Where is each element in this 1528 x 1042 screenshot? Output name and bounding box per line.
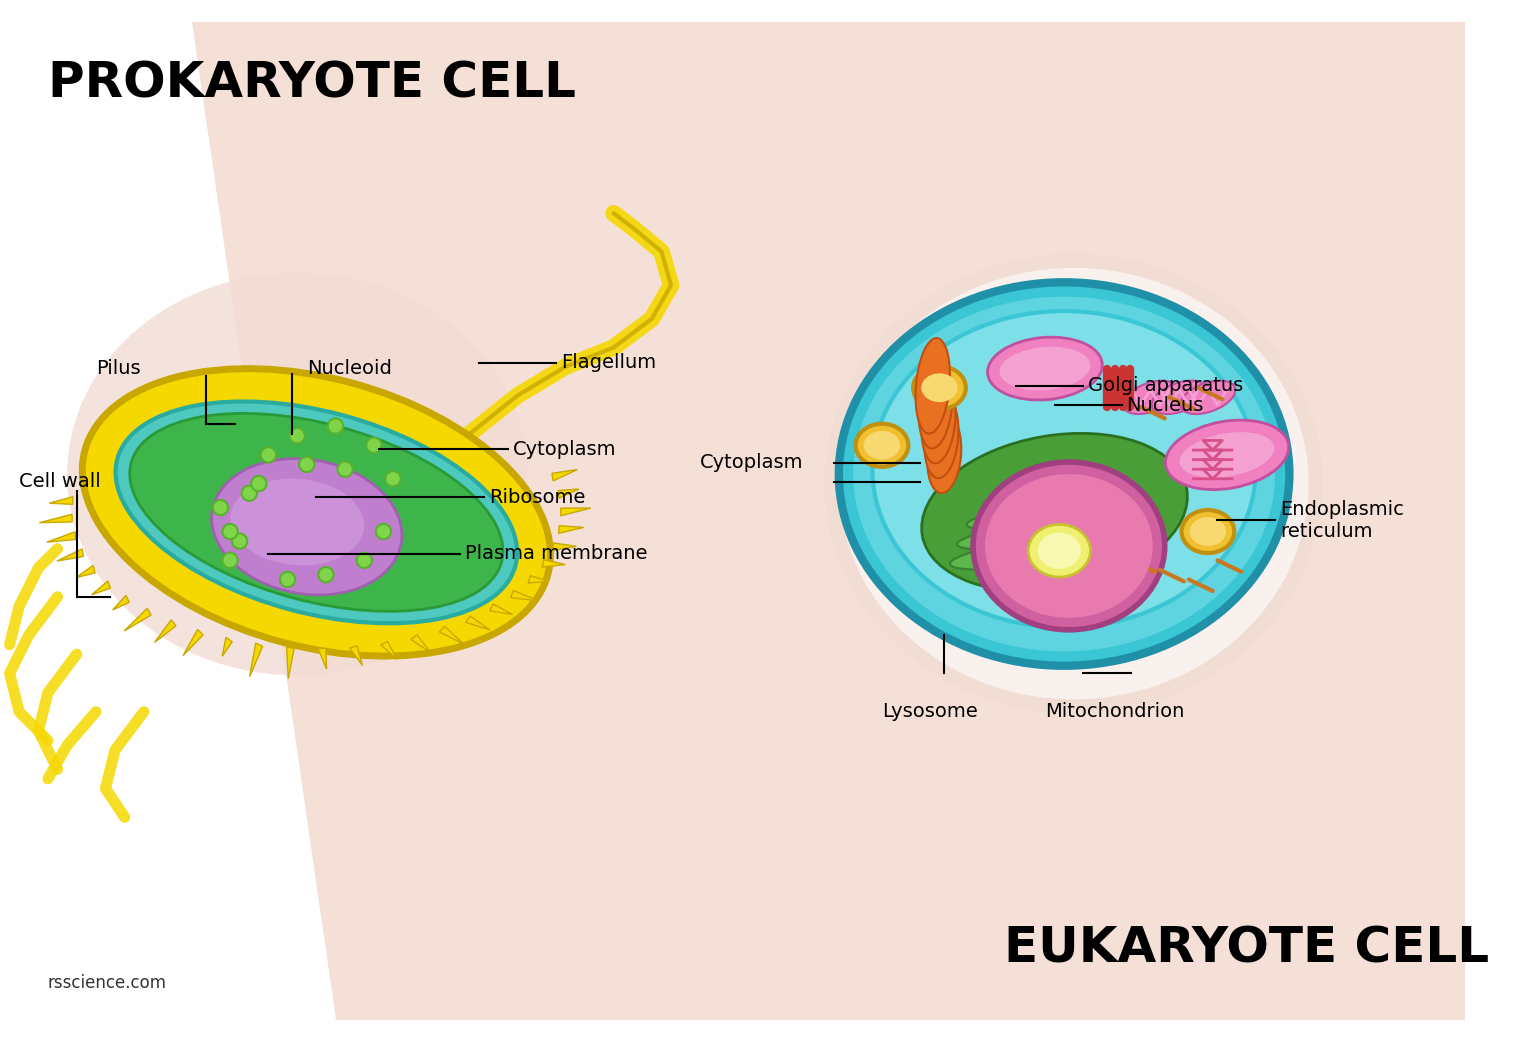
Text: Nucleus: Nucleus <box>1126 396 1204 415</box>
Ellipse shape <box>1181 380 1235 414</box>
Ellipse shape <box>967 496 1143 529</box>
Polygon shape <box>47 531 76 542</box>
Ellipse shape <box>918 357 953 448</box>
Polygon shape <box>318 648 327 669</box>
Polygon shape <box>552 543 576 550</box>
Polygon shape <box>222 638 232 656</box>
Ellipse shape <box>973 462 1164 629</box>
Polygon shape <box>57 549 84 561</box>
Ellipse shape <box>950 531 1140 570</box>
Ellipse shape <box>1166 420 1288 490</box>
Ellipse shape <box>921 377 955 464</box>
Ellipse shape <box>927 417 961 493</box>
Text: rsscience.com: rsscience.com <box>47 973 167 992</box>
Ellipse shape <box>986 474 1152 618</box>
Text: Mitochondrion: Mitochondrion <box>1045 702 1184 721</box>
Polygon shape <box>510 591 538 601</box>
Ellipse shape <box>999 347 1091 391</box>
Polygon shape <box>287 647 293 678</box>
Polygon shape <box>466 616 490 630</box>
Polygon shape <box>542 560 565 567</box>
Text: Ribosome: Ribosome <box>489 488 585 506</box>
Ellipse shape <box>83 369 550 656</box>
Text: Golgi apparatus: Golgi apparatus <box>1088 376 1244 395</box>
Circle shape <box>289 428 306 443</box>
Circle shape <box>367 438 382 453</box>
Ellipse shape <box>924 397 958 478</box>
Ellipse shape <box>839 282 1290 666</box>
Ellipse shape <box>1038 532 1080 569</box>
Text: Nucleoid: Nucleoid <box>307 359 391 378</box>
Polygon shape <box>558 489 579 498</box>
Ellipse shape <box>1152 380 1207 414</box>
Text: Lysosome: Lysosome <box>882 702 978 721</box>
Circle shape <box>280 572 295 587</box>
Polygon shape <box>124 609 151 631</box>
Ellipse shape <box>987 338 1102 400</box>
Text: PROKARYOTE CELL: PROKARYOTE CELL <box>47 59 576 108</box>
Polygon shape <box>40 515 72 523</box>
Ellipse shape <box>853 297 1274 651</box>
Ellipse shape <box>212 458 402 595</box>
Circle shape <box>356 552 371 568</box>
Ellipse shape <box>839 268 1308 699</box>
Ellipse shape <box>1181 510 1235 553</box>
Polygon shape <box>350 646 362 666</box>
Circle shape <box>232 534 248 549</box>
Polygon shape <box>411 635 431 652</box>
Polygon shape <box>49 497 73 504</box>
Ellipse shape <box>116 401 516 623</box>
Ellipse shape <box>856 424 908 467</box>
Ellipse shape <box>914 366 966 410</box>
Text: Cytoplasm: Cytoplasm <box>513 440 616 458</box>
Text: Plasma membrane: Plasma membrane <box>465 544 648 563</box>
Polygon shape <box>559 525 584 534</box>
Polygon shape <box>76 566 95 577</box>
Ellipse shape <box>921 433 1187 592</box>
Circle shape <box>385 471 400 487</box>
Circle shape <box>318 567 333 582</box>
Circle shape <box>212 500 228 515</box>
Ellipse shape <box>1123 380 1178 414</box>
Polygon shape <box>92 581 110 595</box>
Polygon shape <box>154 620 176 643</box>
Text: EUKARYOTE CELL: EUKARYOTE CELL <box>1004 924 1488 972</box>
Ellipse shape <box>957 514 1143 549</box>
Ellipse shape <box>1180 432 1274 477</box>
Circle shape <box>329 419 344 433</box>
Polygon shape <box>561 508 591 516</box>
Ellipse shape <box>915 338 950 433</box>
Circle shape <box>223 524 238 539</box>
Polygon shape <box>440 626 463 644</box>
Circle shape <box>251 476 266 491</box>
Ellipse shape <box>1190 517 1225 546</box>
Text: Flagellum: Flagellum <box>561 353 656 372</box>
Polygon shape <box>529 575 549 582</box>
Text: Pilus: Pilus <box>96 359 141 378</box>
Ellipse shape <box>872 312 1256 627</box>
Text: Cell wall: Cell wall <box>20 472 101 491</box>
Ellipse shape <box>231 478 364 566</box>
Polygon shape <box>113 595 130 610</box>
Circle shape <box>376 524 391 539</box>
Polygon shape <box>183 629 203 655</box>
Circle shape <box>261 447 277 463</box>
Circle shape <box>223 552 238 568</box>
Polygon shape <box>249 643 263 676</box>
Polygon shape <box>380 642 397 660</box>
Ellipse shape <box>825 253 1323 714</box>
Ellipse shape <box>863 431 900 460</box>
Circle shape <box>338 462 353 477</box>
Polygon shape <box>489 604 512 615</box>
Ellipse shape <box>921 373 958 402</box>
Polygon shape <box>191 22 1465 1020</box>
Polygon shape <box>552 470 578 481</box>
Ellipse shape <box>67 273 527 675</box>
Circle shape <box>299 456 315 472</box>
Text: Endoplasmic
reticulum: Endoplasmic reticulum <box>1280 499 1404 541</box>
Ellipse shape <box>1028 524 1091 577</box>
Ellipse shape <box>130 414 503 612</box>
Circle shape <box>241 486 257 501</box>
Text: Cytoplasm: Cytoplasm <box>700 453 804 472</box>
